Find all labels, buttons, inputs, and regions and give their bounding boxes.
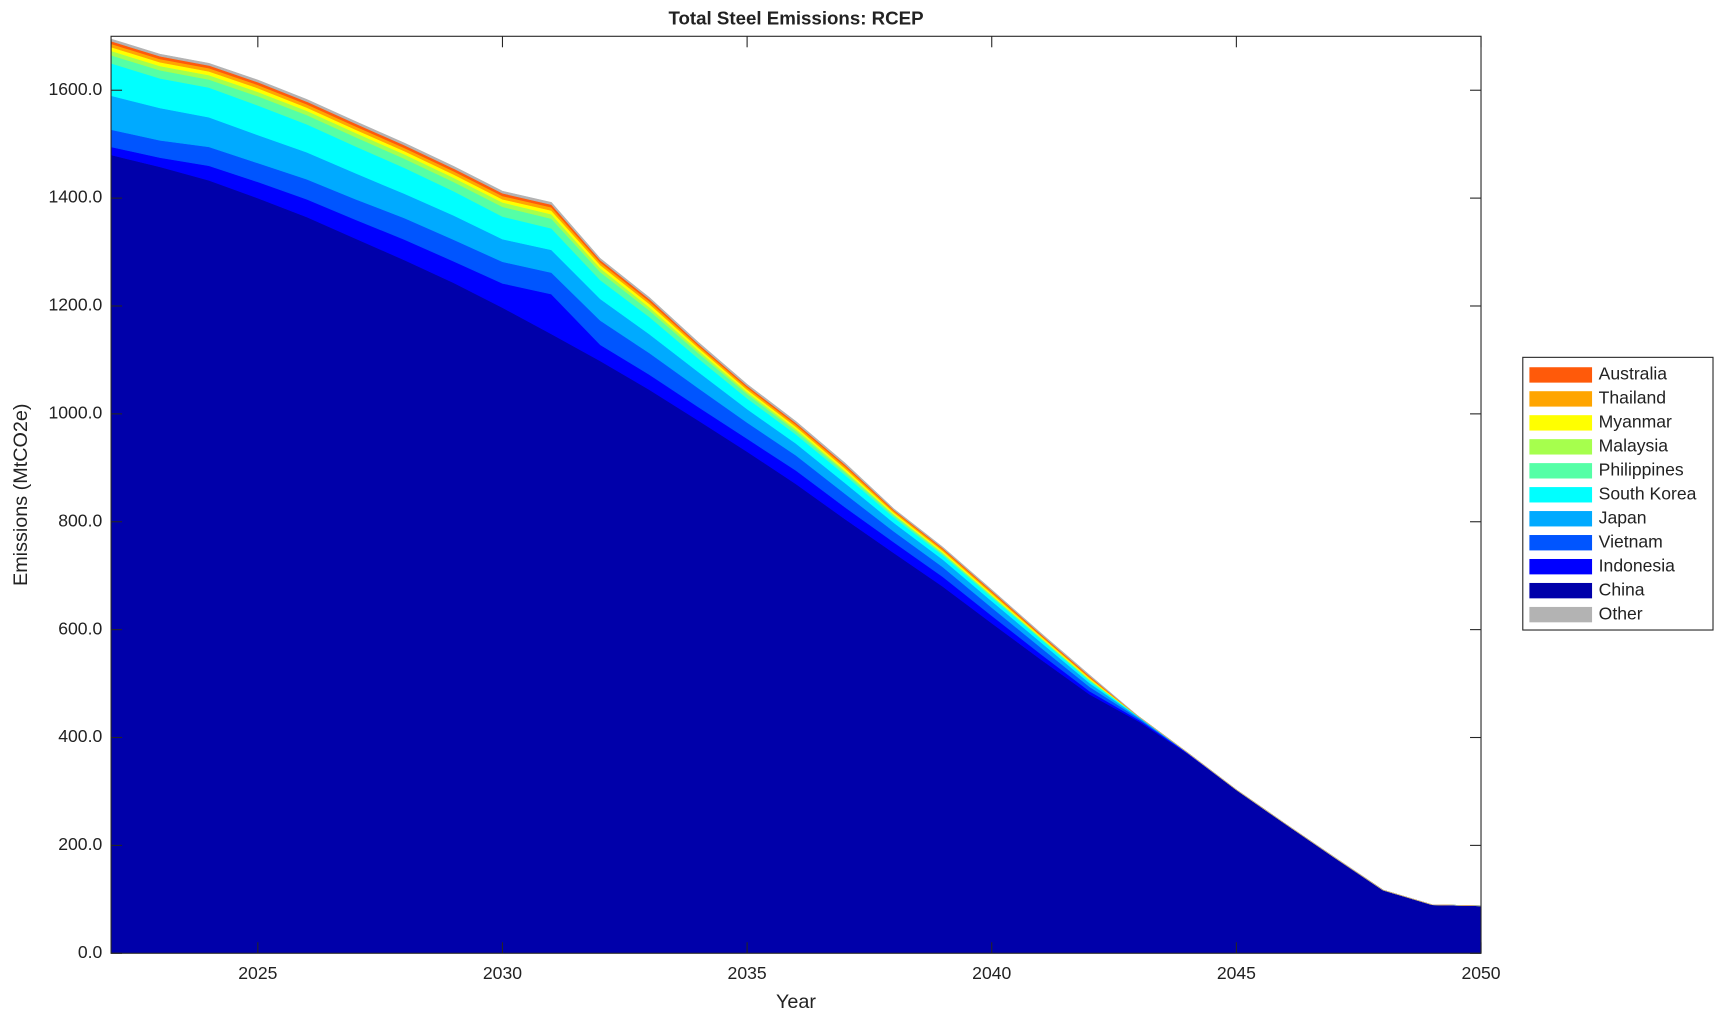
legend-swatch	[1529, 439, 1593, 455]
y-tick-label: 800.0	[58, 510, 102, 530]
y-tick-label: 400.0	[58, 726, 102, 746]
legend-swatch	[1529, 487, 1593, 503]
x-tick-label: 2050	[1461, 963, 1500, 983]
x-tick-label: 2030	[483, 963, 522, 983]
legend-swatch	[1529, 415, 1593, 431]
legend-swatch	[1529, 391, 1593, 407]
y-tick-label: 200.0	[58, 834, 102, 854]
y-tick-label: 1200.0	[48, 295, 102, 315]
legend-label: China	[1599, 579, 1645, 599]
y-axis-label: Emissions (MtCO2e)	[10, 404, 32, 586]
legend-label: Japan	[1599, 507, 1647, 527]
plot-frame	[110, 35, 1482, 954]
legend-label: Myanmar	[1599, 412, 1672, 432]
legend-label: Vietnam	[1599, 531, 1663, 551]
legend-label: Thailand	[1599, 388, 1666, 408]
y-tick-label: 1400.0	[48, 187, 102, 207]
area	[110, 154, 1482, 954]
legend-swatch	[1529, 463, 1593, 479]
x-tick-label: 2025	[238, 963, 277, 983]
legend-label: Other	[1599, 603, 1643, 623]
chart-title: Total Steel Emissions: RCEP	[668, 8, 923, 29]
x-axis-label: Year	[776, 991, 816, 1013]
legend-label: Indonesia	[1599, 555, 1675, 575]
legend-label: Malaysia	[1599, 435, 1669, 455]
legend-label: South Korea	[1599, 483, 1697, 503]
x-tick-label: 2045	[1217, 963, 1256, 983]
y-tick-label: 0.0	[78, 942, 103, 962]
legend-label: Philippines	[1599, 459, 1684, 479]
y-tick-label: 1000.0	[48, 403, 102, 423]
legend-swatch	[1529, 367, 1593, 383]
x-tick-label: 2040	[972, 963, 1011, 983]
legend-label: Australia	[1599, 364, 1668, 384]
legend: Australia Thailand Myanmar Malaysia Philippi…	[1522, 356, 1714, 631]
y-tick-label: 1600.0	[48, 79, 102, 99]
legend-swatch	[1529, 535, 1593, 551]
legend-swatch	[1529, 582, 1593, 599]
legend-swatch	[1529, 606, 1593, 623]
y-tick-label: 600.0	[58, 618, 102, 638]
legend-swatch	[1529, 511, 1593, 527]
legend-swatch	[1529, 558, 1593, 575]
x-tick-label: 2035	[728, 963, 767, 983]
area	[110, 38, 1482, 907]
